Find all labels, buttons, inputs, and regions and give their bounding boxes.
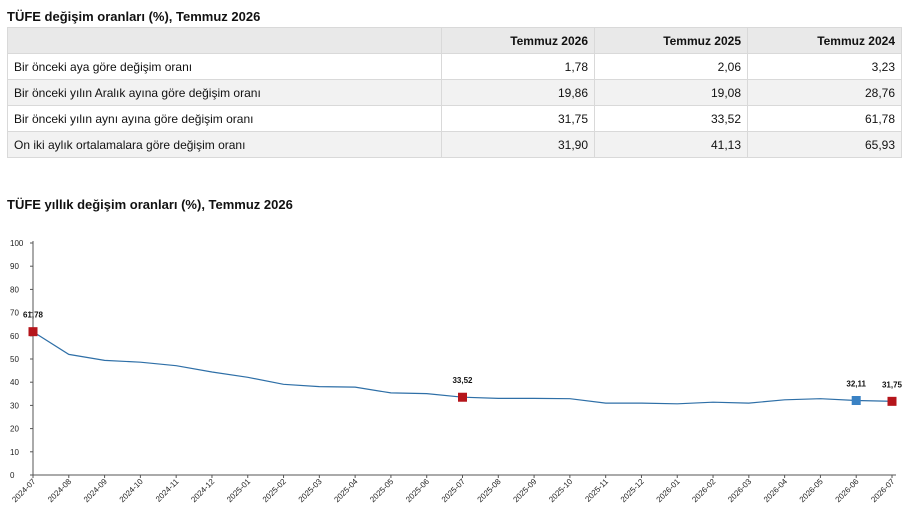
- table-title: TÜFE değişim oranları (%), Temmuz 2026: [7, 9, 261, 24]
- x-tick-label: 2024-08: [46, 477, 74, 505]
- table-row: Bir önceki yılın Aralık ayına göre değiş…: [7, 79, 902, 106]
- x-tick-label: 2024-11: [154, 477, 181, 504]
- table-header-row: Temmuz 2026 Temmuz 2025 Temmuz 2024: [7, 27, 902, 54]
- row-label: Bir önceki aya göre değişim oranı: [7, 53, 442, 80]
- table-header-cell: Temmuz 2025: [594, 27, 748, 54]
- y-tick-label: 30: [10, 401, 19, 410]
- data-point-marker: [887, 396, 897, 406]
- y-tick-label: 80: [10, 285, 19, 294]
- x-tick-label: 2024-07: [10, 477, 38, 505]
- x-tick-label: 2024-12: [189, 477, 217, 505]
- x-tick-label: 2025-09: [511, 477, 539, 505]
- row-label: Bir önceki yılın Aralık ayına göre değiş…: [7, 79, 442, 106]
- table-cell: 33,52: [594, 105, 748, 132]
- x-tick-label: 2025-05: [368, 477, 396, 505]
- y-tick-label: 60: [10, 332, 19, 341]
- cpi-change-table: Temmuz 2026 Temmuz 2025 Temmuz 2024 Bir …: [7, 27, 902, 158]
- table-cell: 31,90: [441, 131, 595, 158]
- x-tick-label: 2026-02: [690, 477, 718, 505]
- table-header-cell: Temmuz 2026: [441, 27, 595, 54]
- y-tick-label: 20: [10, 425, 19, 434]
- table-row: On iki aylık ortalamalara göre değişim o…: [7, 131, 902, 158]
- x-tick-label: 2025-03: [297, 477, 325, 505]
- table-cell: 3,23: [747, 53, 902, 80]
- x-tick-label: 2026-05: [798, 477, 826, 505]
- table-cell: 65,93: [747, 131, 902, 158]
- table-cell: 19,86: [441, 79, 595, 106]
- y-tick-label: 0: [10, 471, 15, 480]
- row-label: Bir önceki yılın aynı ayına göre değişim…: [7, 105, 442, 132]
- x-tick-label: 2026-01: [655, 477, 683, 505]
- table-row: Bir önceki yılın aynı ayına göre değişim…: [7, 105, 902, 132]
- y-tick-label: 70: [10, 309, 19, 318]
- annual-cpi-line-chart: 0 10 20 30 40 50 60 70 80 90 100 2024-07 2024-08 2024…: [10, 239, 903, 505]
- y-tick-label: 50: [10, 355, 19, 364]
- table-cell: 1,78: [441, 53, 595, 80]
- x-tick-label: 2024-09: [82, 477, 110, 505]
- x-tick-label: 2025-08: [476, 477, 504, 505]
- table-cell: 2,06: [594, 53, 748, 80]
- x-tick-label: 2025-07: [440, 477, 468, 505]
- data-label: 31,75: [882, 380, 903, 389]
- data-label: 61,78: [23, 311, 44, 320]
- data-point-marker: [458, 392, 467, 402]
- y-tick-label: 10: [10, 448, 19, 457]
- x-tick-label: 2025-11: [583, 477, 610, 504]
- table-header-cell: [7, 27, 442, 54]
- table-cell: 28,76: [747, 79, 902, 106]
- y-tick-label: 40: [10, 378, 19, 387]
- y-tick-label: 100: [10, 239, 24, 248]
- y-tick-label: 90: [10, 262, 19, 271]
- table-cell: 41,13: [594, 131, 748, 158]
- x-tick-label: 2025-10: [547, 477, 575, 505]
- data-label: 32,11: [846, 380, 866, 389]
- x-tick-label: 2026-04: [762, 477, 790, 505]
- x-tick-label: 2026-07: [869, 477, 897, 505]
- table-cell: 61,78: [747, 105, 902, 132]
- x-tick-label: 2025-12: [619, 477, 647, 505]
- x-tick-label: 2025-02: [261, 477, 289, 505]
- chart-title: TÜFE yıllık değişim oranları (%), Temmuz…: [7, 197, 293, 212]
- table-row: Bir önceki aya göre değişim oranı 1,78 2…: [7, 53, 902, 80]
- data-point-marker: [28, 327, 38, 337]
- table-cell: 31,75: [441, 105, 595, 132]
- x-tick-label: 2024-10: [118, 477, 146, 505]
- x-tick-label: 2026-06: [833, 477, 861, 505]
- x-tick-label: 2025-04: [332, 477, 360, 505]
- x-tick-label: 2026-03: [726, 477, 754, 505]
- data-label: 33,52: [452, 376, 473, 385]
- row-label: On iki aylık ortalamalara göre değişim o…: [7, 131, 442, 158]
- table-cell: 19,08: [594, 79, 748, 106]
- x-tick-label: 2025-06: [404, 477, 432, 505]
- data-point-marker: [851, 396, 861, 406]
- table-header-cell: Temmuz 2024: [747, 27, 902, 54]
- x-tick-label: 2025-01: [225, 477, 253, 505]
